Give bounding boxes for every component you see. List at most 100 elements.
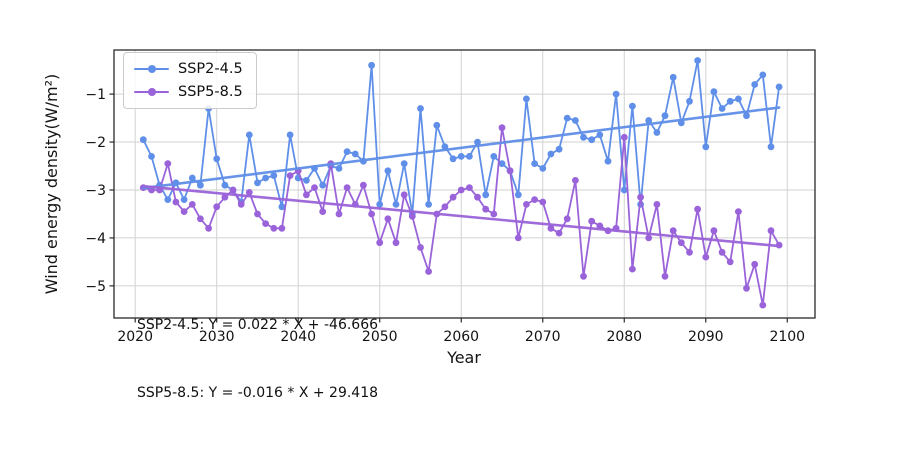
legend-line-marker-icon (134, 88, 169, 96)
data-point (620, 186, 628, 194)
data-point (433, 121, 441, 129)
x-tick-label: 2030 (199, 329, 235, 345)
data-point (360, 181, 367, 189)
data-point (417, 244, 424, 251)
data-point (368, 61, 375, 69)
data-point (726, 258, 734, 266)
regression-equation-ssp2: SSP2-4.5: Y = 0.022 * X + -46.666 (137, 317, 379, 333)
axis-ticks: 2020 2030 2040 2050 2060 2070 2080 2090 2100 −1 −2… (85, 87, 805, 345)
data-point (172, 198, 180, 206)
y-axis-label: Wind energy density(W/m²) (42, 74, 61, 295)
data-point (343, 184, 351, 192)
data-point (686, 97, 693, 105)
data-point (759, 301, 767, 309)
data-point (653, 129, 661, 136)
regression-equation-ssp5: SSP5-8.5: Y = -0.016 * X + 29.418 (137, 384, 379, 401)
data-point (718, 105, 726, 112)
data-point (531, 160, 538, 168)
data-point (661, 112, 669, 120)
y-tick-label: −2 (85, 135, 106, 151)
data-point (572, 177, 579, 184)
x-axis-label: Year (446, 348, 481, 367)
data-point (213, 155, 221, 163)
legend-dot-icon (147, 88, 156, 96)
data-point (278, 224, 286, 232)
data-point (547, 224, 555, 232)
data-point (400, 160, 408, 168)
data-point (751, 260, 759, 268)
data-point (539, 165, 547, 172)
data-point (408, 213, 416, 220)
trend-lines (142, 106, 781, 248)
data-point (726, 97, 734, 105)
data-point (303, 191, 310, 199)
data-point (620, 133, 628, 141)
legend-label: SSP5-8.5 (178, 84, 243, 100)
data-point (229, 186, 237, 194)
data-point (555, 145, 563, 153)
data-point (351, 150, 359, 158)
data-point (449, 155, 457, 163)
data-point (188, 201, 196, 208)
data-point (694, 57, 701, 64)
data-point (197, 181, 204, 189)
data-point (188, 174, 196, 182)
data-point (221, 181, 229, 189)
line-chart: 2020 2030 2040 2050 2060 2070 2080 2090 2100 −1 −2… (42, 49, 816, 367)
x-tick-label: 2060 (443, 329, 479, 345)
data-point (392, 239, 400, 247)
data-point (474, 138, 481, 146)
data-point (555, 229, 563, 237)
legend-line-marker-icon (134, 65, 169, 73)
legend-dot-icon (147, 65, 156, 73)
data-point (180, 196, 188, 204)
data-point (506, 167, 514, 175)
data-point (343, 148, 351, 156)
data-point (197, 215, 204, 223)
data-point (449, 193, 457, 201)
data-point (743, 284, 750, 292)
data-point (514, 191, 522, 199)
legend-item-ssp2-45: SSP2-4.5 (134, 59, 243, 79)
data-point (514, 234, 522, 242)
data-point (596, 222, 604, 230)
data-point (303, 177, 310, 184)
data-point (563, 215, 571, 223)
data-point (523, 201, 530, 208)
data-point (637, 193, 644, 201)
data-point (482, 191, 490, 199)
data-point (498, 160, 506, 168)
y-tick-label: −1 (85, 87, 106, 103)
data-point (376, 201, 384, 208)
data-point (392, 201, 400, 208)
data-point (588, 136, 596, 144)
data-point (417, 105, 424, 112)
data-point (580, 133, 587, 141)
x-tick-label: 2020 (117, 329, 153, 345)
data-point (164, 196, 172, 204)
data-point (490, 153, 498, 160)
data-point (368, 210, 375, 218)
data-point (466, 153, 473, 160)
data-point (139, 136, 147, 144)
data-point (457, 186, 465, 194)
data-point (669, 227, 677, 235)
figure: 2020 2030 2040 2050 2060 2070 2080 2090 2100 −1 −2… (42, 49, 816, 401)
data-point (710, 227, 718, 235)
data-point (245, 131, 253, 139)
data-point (278, 203, 286, 211)
data-point (148, 153, 155, 160)
data-point (245, 189, 253, 196)
data-point (645, 117, 653, 124)
data-point (213, 203, 221, 211)
data-point (686, 248, 693, 256)
data-point (710, 88, 718, 96)
data-point (767, 227, 775, 235)
trend-line-SSP2-4.5 (142, 106, 781, 190)
data-point (335, 165, 343, 172)
data-point (237, 201, 245, 208)
data-point (694, 205, 701, 213)
data-point (767, 143, 775, 151)
data-point (425, 268, 432, 275)
data-point (270, 224, 278, 232)
